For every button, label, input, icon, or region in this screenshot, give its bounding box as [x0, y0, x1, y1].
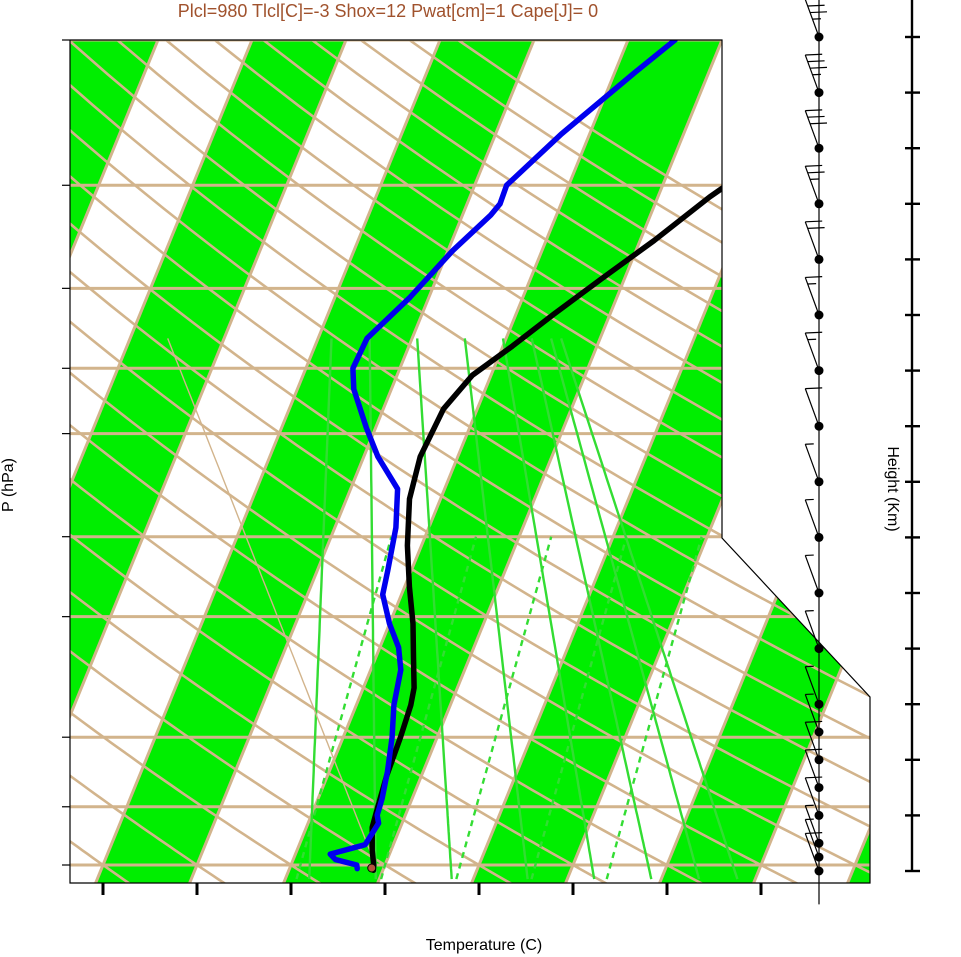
dry-adiabat-line [70, 40, 870, 883]
wind-barb-flag [810, 11, 828, 14]
dry-adiabat-line [70, 40, 870, 883]
wind-barb-flag [805, 53, 823, 56]
wind-barb-flag [807, 227, 825, 230]
wind-barb-flag [807, 60, 825, 63]
wind-barb-shaft [804, 819, 820, 858]
wind-barb-column [804, 0, 828, 905]
mixing-ratio-line [379, 536, 478, 880]
plot-frame [69, 39, 871, 884]
dry-adiabat-line [70, 40, 870, 883]
wind-barb-flag [805, 164, 823, 167]
moist-adiabat-line [463, 338, 529, 880]
dry-adiabat-line [70, 40, 870, 883]
wind-barb-flag [805, 220, 823, 223]
wind-barb-flag [807, 115, 825, 118]
dry-adiabat-line [168, 40, 870, 883]
wind-barb-shaft [804, 555, 820, 594]
mixing-ratio-lines [295, 338, 739, 880]
chart-title: Plcl=980 Tlcl[C]=-3 Shox=12 Pwat[cm]=1 C… [178, 1, 598, 21]
mixing-ratio-line [605, 536, 703, 880]
wind-barb-flag [805, 331, 823, 334]
wind-barb-shaft [804, 221, 820, 260]
dewpoint-line [327, 40, 678, 872]
wind-barb-shaft [804, 332, 820, 371]
wind-barb-shaft [804, 499, 820, 538]
temperature-band [846, 40, 870, 883]
wind-barb-flag [805, 776, 823, 779]
wind-barb-shaft [804, 749, 820, 788]
isotherm-line [940, 2, 961, 886]
temperature-band [282, 40, 738, 883]
pressure-axis [62, 39, 70, 866]
wind-barb-shaft [804, 444, 820, 483]
wind-barb-shaft [804, 110, 820, 149]
parcel-path [167, 338, 377, 866]
wind-barb-shaft [804, 722, 820, 761]
wind-barb-flag [810, 122, 828, 125]
height-axis [905, 0, 920, 873]
wind-barb-flag [805, 748, 823, 751]
wind-barb-flag [805, 720, 823, 723]
moist-adiabat-line [308, 338, 333, 880]
wind-barb-flag [805, 109, 823, 112]
wind-barb-shaft [804, 166, 820, 205]
moist-adiabat-line [501, 338, 596, 880]
isotherm-line [70, 40, 269, 883]
isotherm-line [845, 40, 870, 883]
isotherm-line [70, 40, 363, 883]
temperature-band [658, 40, 870, 883]
wind-barb-shaft [804, 777, 820, 816]
dry-adiabat-line [70, 40, 516, 883]
height-axis-label: Height (Km) [884, 446, 901, 531]
dry-adiabat-line [70, 40, 230, 883]
wind-barb-flag [807, 171, 825, 174]
temperature-axis [101, 883, 763, 895]
mixing-ratio-line [455, 536, 553, 880]
isotherm-line [70, 40, 81, 883]
dry-adiabat-line [0, 2, 37, 886]
wind-barb-shaft [804, 0, 820, 38]
temperature-band [70, 40, 362, 883]
moist-adiabat-line [559, 338, 739, 880]
wind-barb-flag [807, 4, 825, 7]
dry-adiabat-line [70, 40, 421, 883]
mixing-ratio-line [530, 536, 628, 880]
wind-barb-flag [810, 66, 828, 69]
y-axis-label: P (hPa) [0, 458, 17, 512]
mixing-ratio-line [295, 536, 393, 880]
x-axis-label: Temperature (C) [426, 937, 542, 954]
moist-adiabat-line [416, 338, 453, 880]
dry-adiabat-line [70, 40, 325, 883]
dry-adiabat-line [70, 40, 870, 883]
wind-barb-shaft [804, 54, 820, 93]
wind-barb-shaft [804, 666, 820, 705]
isotherm-line [70, 40, 175, 883]
wind-barb-shaft [804, 388, 820, 427]
wind-barb-flag [805, 276, 823, 279]
moist-adiabat-line [530, 338, 653, 880]
wind-barb-shaft [804, 277, 820, 316]
wind-barb-shaft [804, 833, 820, 872]
lcl-marker [367, 863, 377, 873]
dry-adiabat-line [70, 40, 870, 883]
wind-barb-shaft [804, 694, 820, 733]
dry-adiabat-line [70, 40, 612, 883]
wind-barb-shaft [804, 805, 820, 844]
dry-adiabat-line [70, 40, 707, 883]
wind-barb-flag [805, 832, 823, 835]
temperature-band [94, 40, 550, 883]
dry-adiabat-line [120, 40, 870, 883]
wind-barb-flag [805, 387, 823, 390]
dry-adiabat-line [70, 40, 870, 883]
moist-adiabat-line [549, 338, 701, 880]
wind-barb-shaft [804, 610, 820, 649]
dry-adiabat-line [73, 40, 870, 883]
parcel-line [167, 338, 377, 866]
